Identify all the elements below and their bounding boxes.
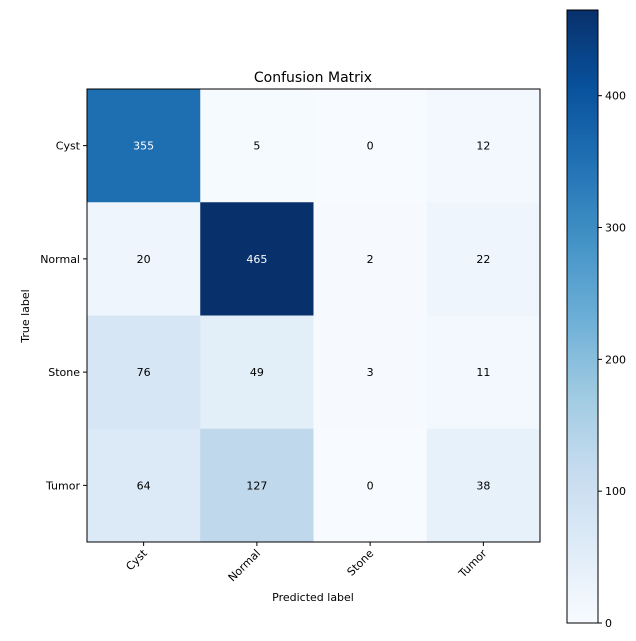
x-tick-label: Tumor	[456, 547, 490, 581]
heatmap-cell	[87, 428, 201, 543]
x-tick-label: Stone	[345, 547, 377, 579]
x-tick-label: Normal	[226, 547, 263, 584]
heatmap-cell	[87, 315, 201, 430]
heatmap-cell	[313, 89, 428, 203]
cell-value-label: 64	[137, 479, 151, 492]
x-axis-ticks: Cyst Normal Stone Tumor	[123, 542, 490, 584]
cell-value-label: 76	[137, 366, 151, 379]
y-tick-label: Tumor	[45, 479, 80, 492]
heatmap-cell	[200, 202, 314, 316]
y-axis-label: True label	[19, 289, 32, 343]
heatmap-cell	[313, 315, 428, 430]
colorbar-tick-label: 0	[605, 617, 612, 630]
colorbar	[566, 9, 599, 624]
heatmap-cell	[313, 428, 428, 543]
heatmap-cell	[87, 89, 201, 203]
cell-value-label: 0	[367, 479, 374, 492]
heatmap-cell	[426, 315, 541, 430]
y-tick-label: Stone	[48, 366, 80, 379]
plot-frame	[86, 88, 541, 543]
colorbar-tick-label: 200	[605, 353, 626, 366]
cell-value-label: 11	[476, 366, 490, 379]
colorbar-tick-label: 300	[605, 222, 626, 235]
heatmap-cells	[87, 89, 541, 543]
colorbar-tick-label: 400	[605, 90, 626, 103]
cell-value-label: 20	[137, 253, 151, 266]
x-tick-label: Cyst	[123, 546, 150, 573]
cell-value-label: 22	[476, 253, 490, 266]
cell-value-label: 49	[250, 366, 264, 379]
heatmap-cell	[426, 428, 541, 543]
heatmap-cell	[200, 428, 314, 543]
y-axis-ticks: Cyst Normal Stone Tumor	[40, 140, 87, 492]
cell-value-label: 465	[246, 253, 267, 266]
y-tick-label: Cyst	[56, 140, 81, 153]
colorbar-tick-label: 100	[605, 485, 626, 498]
cell-value-label: 2	[367, 253, 374, 266]
heatmap-cell	[313, 202, 428, 316]
heatmap-cell	[426, 202, 541, 316]
y-tick-label: Normal	[40, 253, 80, 266]
cell-value-label: 38	[476, 479, 490, 492]
cell-value-label: 12	[476, 140, 490, 153]
heatmap-cell	[200, 89, 314, 203]
x-axis-label: Predicted label	[272, 591, 354, 604]
cell-value-label: 3	[367, 366, 374, 379]
cell-value-label: 0	[367, 140, 374, 153]
chart-title: Confusion Matrix	[254, 70, 372, 86]
cell-value-label: 355	[133, 140, 154, 153]
heatmap-cell	[200, 315, 314, 430]
heatmap-cell	[87, 202, 201, 316]
heatmap-cell	[426, 89, 541, 203]
cell-value-label: 127	[246, 479, 267, 492]
cell-value-label: 5	[253, 140, 260, 153]
colorbar-ticks: 0 100 200 300 400	[598, 90, 626, 630]
